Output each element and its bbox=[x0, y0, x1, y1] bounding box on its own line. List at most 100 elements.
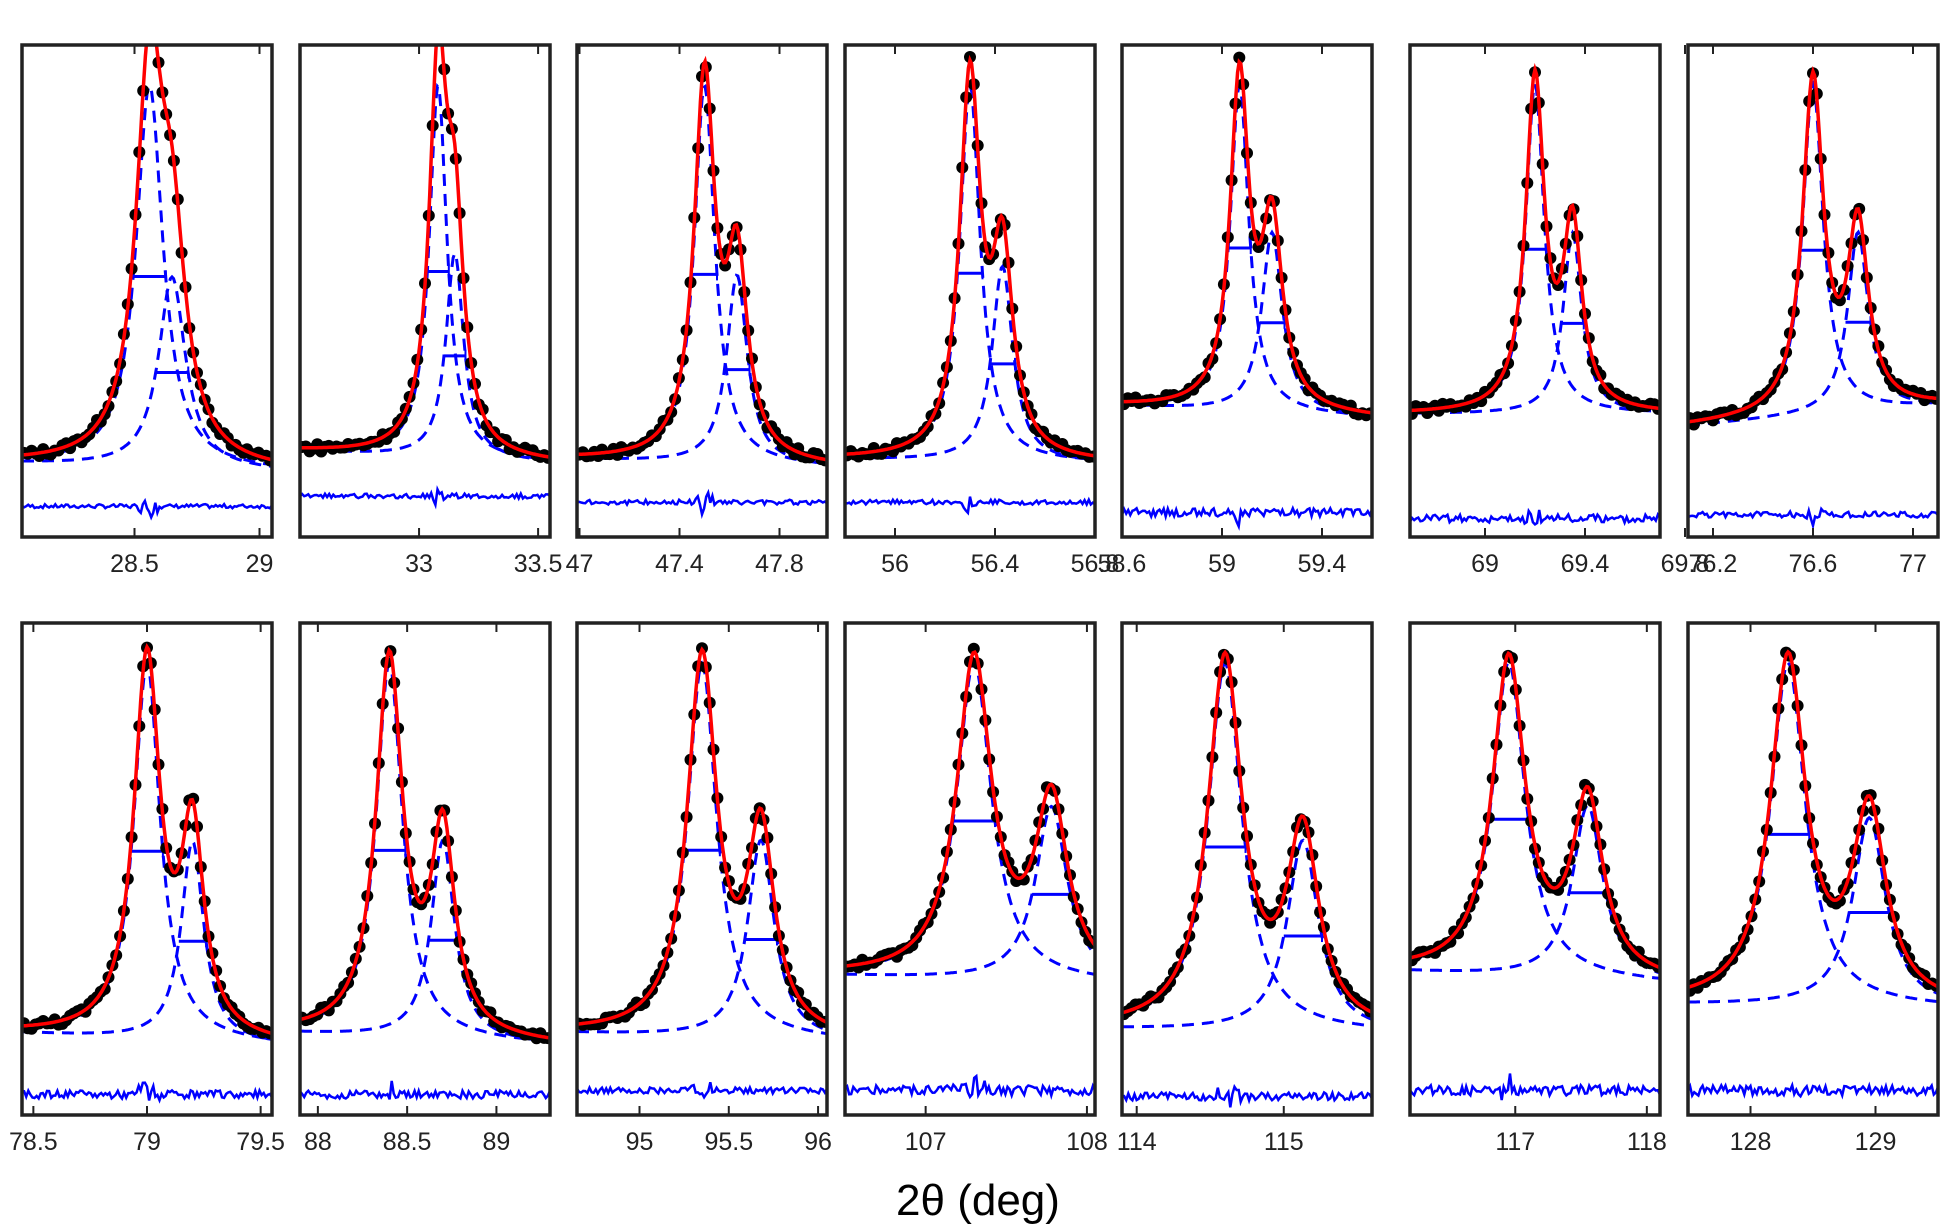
x-tick-label: 69.8 bbox=[1661, 550, 1710, 578]
x-tick-label: 69 bbox=[1471, 550, 1499, 578]
fit-line bbox=[300, 45, 550, 459]
plot-area bbox=[22, 10, 272, 521]
axes-frame bbox=[20, 43, 274, 539]
subplot-4: 56 56.4 56.8 bbox=[843, 43, 1120, 578]
residual-line bbox=[1688, 1081, 1938, 1100]
residual-line bbox=[300, 485, 550, 510]
residual-line bbox=[22, 497, 272, 521]
component-2-line bbox=[1410, 229, 1660, 415]
axes-frame bbox=[1686, 621, 1940, 1117]
subplot-3: 47 47.4 47.8 bbox=[566, 43, 829, 578]
x-tick-label: 78.5 bbox=[9, 1128, 58, 1156]
axes-frame bbox=[843, 621, 1097, 1117]
x-tick-label: 76.2 bbox=[1689, 550, 1738, 578]
x-tick-label: 47.8 bbox=[755, 550, 804, 578]
x-tick-label: 76.6 bbox=[1789, 550, 1838, 578]
data-point bbox=[388, 425, 401, 438]
plot-area bbox=[1688, 646, 1938, 1100]
data-point bbox=[434, 24, 446, 36]
x-tick-label: 77 bbox=[1899, 550, 1927, 578]
residual-line bbox=[1122, 1083, 1372, 1108]
x-tick-label: 88.5 bbox=[383, 1128, 432, 1156]
plot-area bbox=[1410, 649, 1660, 1101]
x-tick-label: 118 bbox=[1627, 1128, 1667, 1156]
subplot-13: 117 118 bbox=[1408, 621, 1667, 1156]
data-point bbox=[1452, 927, 1465, 940]
plot-area bbox=[1688, 65, 1938, 531]
residual-line bbox=[300, 1080, 550, 1102]
plot-area bbox=[577, 642, 827, 1100]
axes-frame bbox=[575, 43, 829, 539]
x-tick-label: 88 bbox=[304, 1128, 332, 1156]
plot-area bbox=[1122, 648, 1372, 1108]
data-point bbox=[1233, 51, 1246, 64]
x-tick-label: 79.5 bbox=[236, 1128, 285, 1156]
fit-line bbox=[1688, 649, 1938, 989]
fit-line bbox=[845, 54, 1095, 458]
fit-line bbox=[22, 643, 272, 1036]
subplot-6: 69 69.4 69.8 bbox=[1408, 43, 1710, 578]
x-tick-label: 95.5 bbox=[704, 1128, 753, 1156]
component-1-line bbox=[845, 660, 1095, 976]
data-point bbox=[1444, 935, 1457, 948]
fit-line bbox=[1122, 58, 1372, 415]
data-point bbox=[967, 642, 980, 655]
x-tick-label: 59.4 bbox=[1298, 550, 1347, 578]
component-2-line bbox=[22, 274, 272, 468]
fit-line bbox=[300, 646, 550, 1040]
fit-line bbox=[577, 55, 827, 462]
axes-frame bbox=[843, 43, 1097, 539]
residual-line bbox=[845, 1073, 1095, 1100]
x-tick-label: 56.8 bbox=[1071, 550, 1120, 578]
component-2-line bbox=[1688, 229, 1938, 427]
data-point bbox=[145, 10, 157, 22]
subplot-10: 95 95.5 96 bbox=[575, 621, 832, 1156]
x-tick-label: 114 bbox=[1117, 1128, 1157, 1156]
fit-line bbox=[1688, 65, 1938, 424]
x-axis-label: 2θ (deg) bbox=[896, 1176, 1060, 1225]
x-tick-label: 58.6 bbox=[1098, 550, 1147, 578]
x-tick-label: 47.4 bbox=[655, 550, 704, 578]
residual-line bbox=[1410, 1073, 1660, 1101]
axes-frame bbox=[1686, 43, 1940, 539]
residual-line bbox=[1688, 505, 1938, 531]
subplot-9: 88 88.5 89 bbox=[298, 621, 552, 1156]
x-tick-label: 117 bbox=[1495, 1128, 1535, 1156]
fit-line bbox=[845, 650, 1095, 968]
subplot-11: 107 108 bbox=[843, 621, 1108, 1156]
subplot-8: 78.5 79 79.5 bbox=[9, 621, 285, 1156]
component-1-line bbox=[300, 660, 550, 1043]
plot-area bbox=[1122, 51, 1372, 531]
plot-area bbox=[300, 24, 550, 510]
x-tick-label: 129 bbox=[1855, 1128, 1897, 1156]
x-tick-label: 95 bbox=[626, 1128, 654, 1156]
x-tick-label: 115 bbox=[1264, 1128, 1304, 1156]
component-1-line bbox=[1688, 79, 1938, 425]
residual-line bbox=[22, 1081, 272, 1104]
subplot-1: 28.5 29 bbox=[20, 10, 274, 578]
fit-line bbox=[1410, 650, 1660, 970]
x-tick-label: 33.5 bbox=[514, 550, 563, 578]
x-tick-label: 29 bbox=[246, 550, 274, 578]
x-tick-label: 108 bbox=[1066, 1128, 1108, 1156]
component-2-line bbox=[845, 263, 1095, 462]
residual-line bbox=[1410, 507, 1660, 527]
axes-frame bbox=[575, 621, 829, 1117]
plot-area bbox=[300, 645, 550, 1102]
x-tick-label: 107 bbox=[905, 1128, 947, 1156]
subplot-5: 58.6 59 59.4 bbox=[1098, 43, 1374, 578]
x-tick-label: 47 bbox=[566, 550, 594, 578]
fit-line bbox=[1410, 62, 1660, 413]
component-2-line bbox=[22, 838, 272, 1041]
axes-frame bbox=[1120, 621, 1374, 1117]
axes-frame bbox=[1120, 43, 1374, 539]
panels: 28.5 29 33 33.5 47 47.4 47.8 56 56.4 56.858.6 59 59… bbox=[9, 10, 1940, 1156]
axes-frame bbox=[298, 43, 552, 539]
plot-area bbox=[22, 641, 272, 1104]
axes-frame bbox=[298, 621, 552, 1117]
data-point bbox=[149, 25, 161, 37]
x-tick-label: 128 bbox=[1730, 1128, 1772, 1156]
fit-line bbox=[22, 45, 272, 462]
x-tick-label: 96 bbox=[804, 1128, 832, 1156]
